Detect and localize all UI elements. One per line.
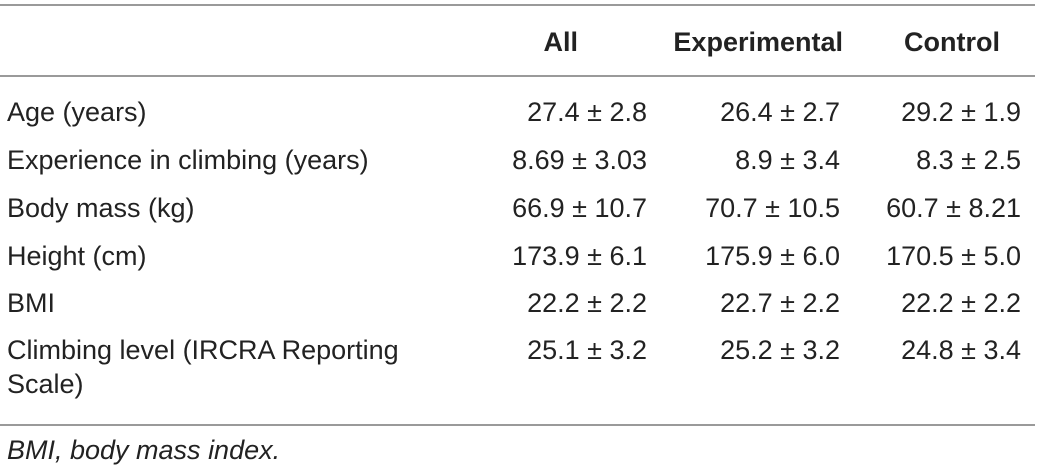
cell-height-experimental: 175.9 ± 6.0 — [705, 241, 840, 271]
header-experimental: Experimental — [673, 27, 843, 57]
cell-age-experimental: 26.4 ± 2.7 — [720, 97, 840, 127]
cell-experience-control: 8.3 ± 2.5 — [916, 145, 1021, 175]
table-header-rule — [0, 75, 1035, 77]
cell-experience-experimental: 8.9 ± 3.4 — [735, 145, 840, 175]
table-footnote: BMI, body mass index. — [7, 435, 281, 465]
cell-climbing-level-all: 25.1 ± 3.2 — [527, 335, 647, 365]
row-label-height: Height (cm) — [7, 241, 147, 271]
row-label-bmi: BMI — [7, 288, 56, 318]
cell-bmi-experimental: 22.7 ± 2.2 — [720, 288, 840, 318]
table-top-rule — [0, 4, 1035, 6]
header-control: Control — [904, 27, 1000, 57]
cell-bmi-all: 22.2 ± 2.2 — [527, 288, 647, 318]
cell-age-control: 29.2 ± 1.9 — [901, 97, 1021, 127]
cell-bmi-control: 22.2 ± 2.2 — [901, 288, 1021, 318]
cell-body-mass-experimental: 70.7 ± 10.5 — [705, 193, 840, 223]
cell-body-mass-all: 66.9 ± 10.7 — [512, 193, 647, 223]
row-label-age: Age (years) — [7, 97, 147, 127]
cell-height-all: 173.9 ± 6.1 — [512, 241, 647, 271]
cell-age-all: 27.4 ± 2.8 — [527, 97, 647, 127]
table-bottom-rule — [0, 424, 1035, 426]
row-label-climbing-level: Climbing level (IRCRA Reporting Scale) — [7, 335, 399, 399]
cell-climbing-level-control: 24.8 ± 3.4 — [901, 335, 1021, 365]
cell-climbing-level-experimental: 25.2 ± 3.2 — [720, 335, 840, 365]
cell-height-control: 170.5 ± 5.0 — [886, 241, 1021, 271]
cell-body-mass-control: 60.7 ± 8.21 — [886, 193, 1021, 223]
row-label-experience: Experience in climbing (years) — [7, 145, 369, 175]
cell-experience-all: 8.69 ± 3.03 — [512, 145, 647, 175]
header-all: All — [543, 27, 578, 57]
row-label-body-mass: Body mass (kg) — [7, 193, 195, 223]
